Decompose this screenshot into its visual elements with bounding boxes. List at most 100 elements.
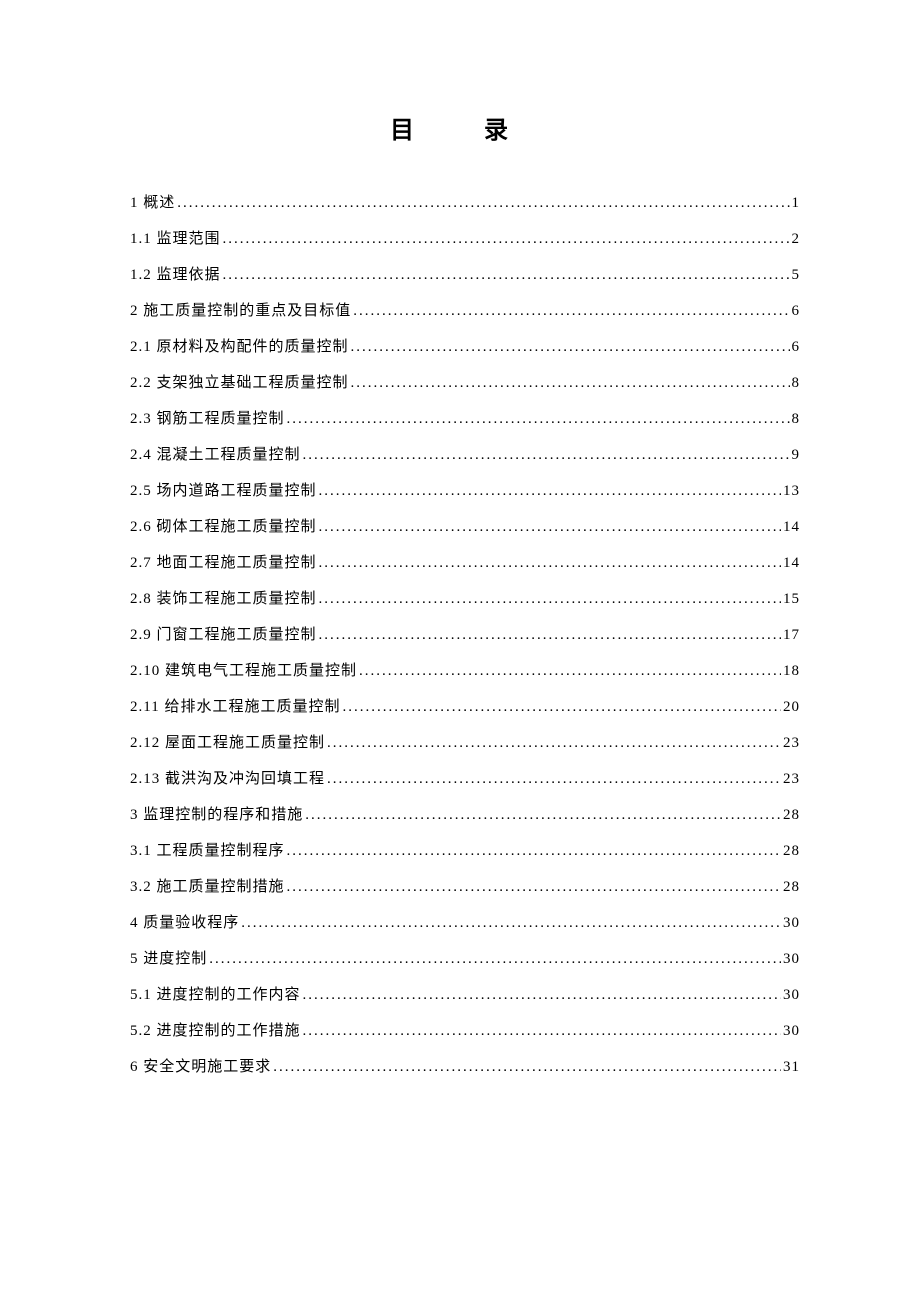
toc-dot-leader	[351, 329, 790, 365]
toc-dot-leader	[359, 653, 781, 689]
toc-item: 2.10 建筑电气工程施工质量控制 18	[130, 653, 800, 689]
toc-item: 2.1 原材料及构配件的质量控制 6	[130, 329, 800, 365]
toc-item: 5.2 进度控制的工作措施 30	[130, 1013, 800, 1049]
toc-dot-leader	[303, 977, 781, 1013]
toc-item: 3 监理控制的程序和措施 28	[130, 797, 800, 833]
toc-item: 3.1 工程质量控制程序 28	[130, 833, 800, 869]
toc-item: 2.12 屋面工程施工质量控制 23	[130, 725, 800, 761]
toc-dot-leader	[287, 833, 781, 869]
toc-dot-leader	[319, 473, 781, 509]
page-title: 目 录	[130, 110, 800, 145]
toc-dot-leader	[351, 365, 790, 401]
toc-dot-leader	[223, 257, 790, 293]
toc-item: 1.1 监理范围 2	[130, 221, 800, 257]
toc-dot-leader	[273, 1049, 781, 1085]
toc-item-page: 5	[792, 257, 801, 293]
toc-item-page: 9	[792, 437, 801, 473]
toc-item-label: 5.2 进度控制的工作措施	[130, 1013, 301, 1049]
toc-item: 2.2 支架独立基础工程质量控制 8	[130, 365, 800, 401]
toc-dot-leader	[305, 797, 781, 833]
toc-item-label: 2.9 门窗工程施工质量控制	[130, 617, 317, 653]
toc-dot-leader	[319, 617, 781, 653]
toc-item: 2.13 截洪沟及冲沟回填工程 23	[130, 761, 800, 797]
toc-dot-leader	[287, 869, 781, 905]
toc-item-page: 14	[783, 509, 800, 545]
toc-item-page: 2	[792, 221, 801, 257]
toc-item-page: 13	[783, 473, 800, 509]
toc-item-page: 28	[783, 797, 800, 833]
toc-item: 2.6 砌体工程施工质量控制 14	[130, 509, 800, 545]
toc-item-page: 15	[783, 581, 800, 617]
toc-item: 3.2 施工质量控制措施 28	[130, 869, 800, 905]
toc-item-page: 18	[783, 653, 800, 689]
toc-item: 2.3 钢筋工程质量控制 8	[130, 401, 800, 437]
toc-item-label: 2.5 场内道路工程质量控制	[130, 473, 317, 509]
toc-dot-leader	[342, 689, 781, 725]
toc-item-label: 1 概述	[130, 185, 175, 221]
toc-item: 4 质量验收程序30	[130, 905, 800, 941]
toc-item: 2.4 混凝土工程质量控制 9	[130, 437, 800, 473]
toc-item-page: 8	[792, 365, 801, 401]
toc-dot-leader	[287, 401, 790, 437]
toc-item-label: 6 安全文明施工要求	[130, 1049, 271, 1085]
toc-item-page: 6	[792, 293, 801, 329]
toc-dot-leader	[177, 185, 789, 221]
toc-item: 2.5 场内道路工程质量控制 13	[130, 473, 800, 509]
toc-item-label: 2.10 建筑电气工程施工质量控制	[130, 653, 357, 689]
toc-dot-leader	[319, 509, 781, 545]
toc-item: 2.11 给排水工程施工质量控制 20	[130, 689, 800, 725]
toc-dot-leader	[353, 293, 789, 329]
toc-item: 5.1 进度控制的工作内容 30	[130, 977, 800, 1013]
toc-item-label: 5.1 进度控制的工作内容	[130, 977, 301, 1013]
toc-item-label: 2.1 原材料及构配件的质量控制	[130, 329, 349, 365]
toc-item-label: 2.3 钢筋工程质量控制	[130, 401, 285, 437]
toc-item-label: 2.13 截洪沟及冲沟回填工程	[130, 761, 325, 797]
toc-item-label: 2.6 砌体工程施工质量控制	[130, 509, 317, 545]
toc-item-page: 30	[783, 941, 800, 977]
toc-dot-leader	[303, 437, 790, 473]
toc-item-label: 2.4 混凝土工程质量控制	[130, 437, 301, 473]
toc-item-page: 28	[783, 869, 800, 905]
toc-item-label: 2.11 给排水工程施工质量控制	[130, 689, 340, 725]
toc-item-label: 2.12 屋面工程施工质量控制	[130, 725, 325, 761]
toc-item-page: 23	[783, 725, 800, 761]
toc-item-page: 14	[783, 545, 800, 581]
toc-dot-leader	[223, 221, 790, 257]
toc-item-label: 2.7 地面工程施工质量控制	[130, 545, 317, 581]
toc-item-page: 28	[783, 833, 800, 869]
toc-item-label: 2.8 装饰工程施工质量控制	[130, 581, 317, 617]
toc-dot-leader	[241, 905, 781, 941]
toc-item-page: 20	[783, 689, 800, 725]
toc-item: 5 进度控制 30	[130, 941, 800, 977]
toc-item-page: 17	[783, 617, 800, 653]
toc-item-page: 31	[783, 1049, 800, 1085]
toc-item-page: 30	[783, 1013, 800, 1049]
toc-item-label: 4 质量验收程序	[130, 905, 239, 941]
toc-dot-leader	[319, 581, 781, 617]
toc-item-label: 3.1 工程质量控制程序	[130, 833, 285, 869]
toc-item-label: 1.2 监理依据	[130, 257, 221, 293]
toc-item: 2.8 装饰工程施工质量控制 15	[130, 581, 800, 617]
toc-item: 6 安全文明施工要求 31	[130, 1049, 800, 1085]
table-of-contents: 1 概述11.1 监理范围21.2 监理依据52 施工质量控制的重点及目标值62…	[130, 185, 800, 1085]
toc-item-label: 2 施工质量控制的重点及目标值	[130, 293, 351, 329]
toc-item-label: 3.2 施工质量控制措施	[130, 869, 285, 905]
toc-item-page: 6	[792, 329, 801, 365]
toc-item: 2.7 地面工程施工质量控制 14	[130, 545, 800, 581]
toc-item-label: 5 进度控制	[130, 941, 207, 977]
toc-item: 1 概述 1	[130, 185, 800, 221]
toc-item-page: 30	[783, 977, 800, 1013]
toc-dot-leader	[327, 761, 781, 797]
toc-item-page: 8	[792, 401, 801, 437]
toc-item-label: 1.1 监理范围	[130, 221, 221, 257]
toc-item-label: 2.2 支架独立基础工程质量控制	[130, 365, 349, 401]
toc-item-page: 1	[792, 185, 801, 221]
toc-item-label: 3 监理控制的程序和措施	[130, 797, 303, 833]
toc-dot-leader	[303, 1013, 781, 1049]
toc-dot-leader	[319, 545, 781, 581]
toc-dot-leader	[327, 725, 781, 761]
toc-item: 2 施工质量控制的重点及目标值 6	[130, 293, 800, 329]
toc-item: 2.9 门窗工程施工质量控制 17	[130, 617, 800, 653]
toc-item-page: 23	[783, 761, 800, 797]
toc-dot-leader	[209, 941, 781, 977]
